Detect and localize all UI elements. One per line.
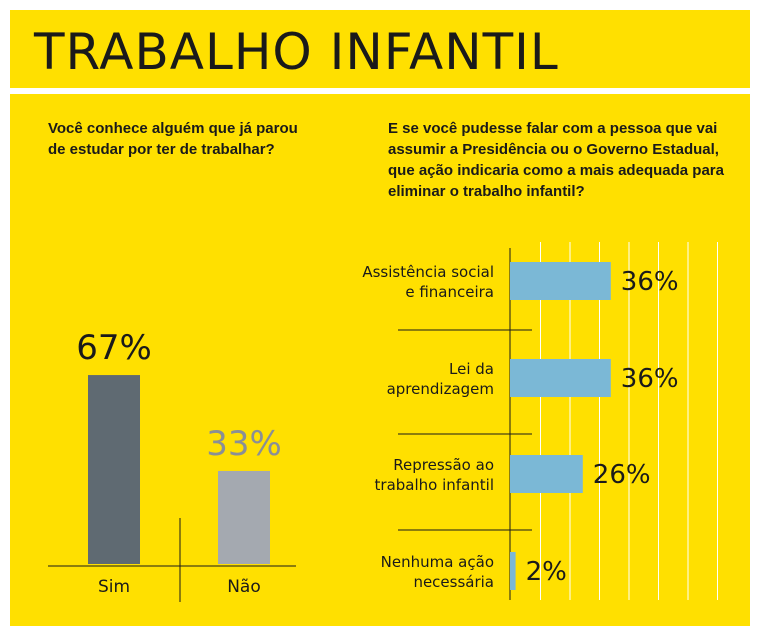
hbar <box>510 455 583 493</box>
hbar-category-label: Lei da <box>449 360 494 378</box>
right-question: E se você pudesse falar com a pessoa que… <box>388 120 724 200</box>
category-label-sim: Sim <box>98 577 130 597</box>
hbar-value-label: 2% <box>526 557 567 587</box>
hbar-value-label: 36% <box>621 267 679 297</box>
hbar-category-label: aprendizagem <box>387 380 494 398</box>
hbar-category-label: Repressão ao <box>393 456 494 474</box>
title-banner: TRABALHO INFANTIL <box>10 10 750 88</box>
hbar-category-label: trabalho infantil <box>375 476 494 494</box>
bar-nao <box>218 470 270 564</box>
hbar-value-label: 36% <box>621 364 679 394</box>
hbar-category-label: e financeira <box>405 283 494 301</box>
value-label-nao: 33% <box>206 424 282 464</box>
hbar-value-label: 26% <box>593 460 651 490</box>
hbar-category-label: necessária <box>413 573 494 591</box>
hbar <box>510 552 516 590</box>
hbar-category-label: Assistência social <box>362 263 494 281</box>
bar-sim <box>88 375 140 564</box>
hbar <box>510 262 611 300</box>
hbar-category-label: Nenhuma ação <box>381 553 494 571</box>
hbar <box>510 359 611 397</box>
value-label-sim: 67% <box>76 328 152 368</box>
page-title: TRABALHO INFANTIL <box>34 23 559 81</box>
left-question: Você conhece alguém que já parou de estu… <box>48 120 298 158</box>
category-label-nao: Não <box>227 577 261 597</box>
